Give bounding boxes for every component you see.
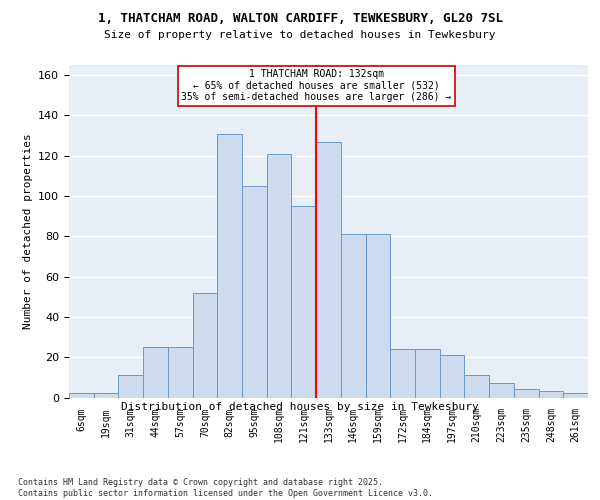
Bar [563, 394, 588, 398]
Bar [365, 234, 390, 398]
Text: Distribution of detached houses by size in Tewkesbury: Distribution of detached houses by size … [121, 402, 479, 412]
Bar [217, 134, 242, 398]
Bar [514, 390, 539, 398]
Bar [341, 234, 365, 398]
Bar [415, 349, 440, 398]
Bar [464, 376, 489, 398]
Text: 1 THATCHAM ROAD: 132sqm
← 65% of detached houses are smaller (532)
35% of semi-d: 1 THATCHAM ROAD: 132sqm ← 65% of detache… [181, 69, 451, 102]
Bar [267, 154, 292, 398]
Text: Size of property relative to detached houses in Tewkesbury: Size of property relative to detached ho… [104, 30, 496, 40]
Bar [143, 347, 168, 398]
Y-axis label: Number of detached properties: Number of detached properties [23, 134, 32, 329]
Bar [168, 347, 193, 398]
Bar [69, 394, 94, 398]
Bar [539, 392, 563, 398]
Bar [193, 292, 217, 398]
Bar [242, 186, 267, 398]
Bar [390, 349, 415, 398]
Bar [94, 394, 118, 398]
Bar [292, 206, 316, 398]
Text: Contains HM Land Registry data © Crown copyright and database right 2025.
Contai: Contains HM Land Registry data © Crown c… [18, 478, 433, 498]
Bar [118, 376, 143, 398]
Bar [316, 142, 341, 398]
Bar [440, 355, 464, 398]
Text: 1, THATCHAM ROAD, WALTON CARDIFF, TEWKESBURY, GL20 7SL: 1, THATCHAM ROAD, WALTON CARDIFF, TEWKES… [97, 12, 503, 26]
Bar [489, 384, 514, 398]
